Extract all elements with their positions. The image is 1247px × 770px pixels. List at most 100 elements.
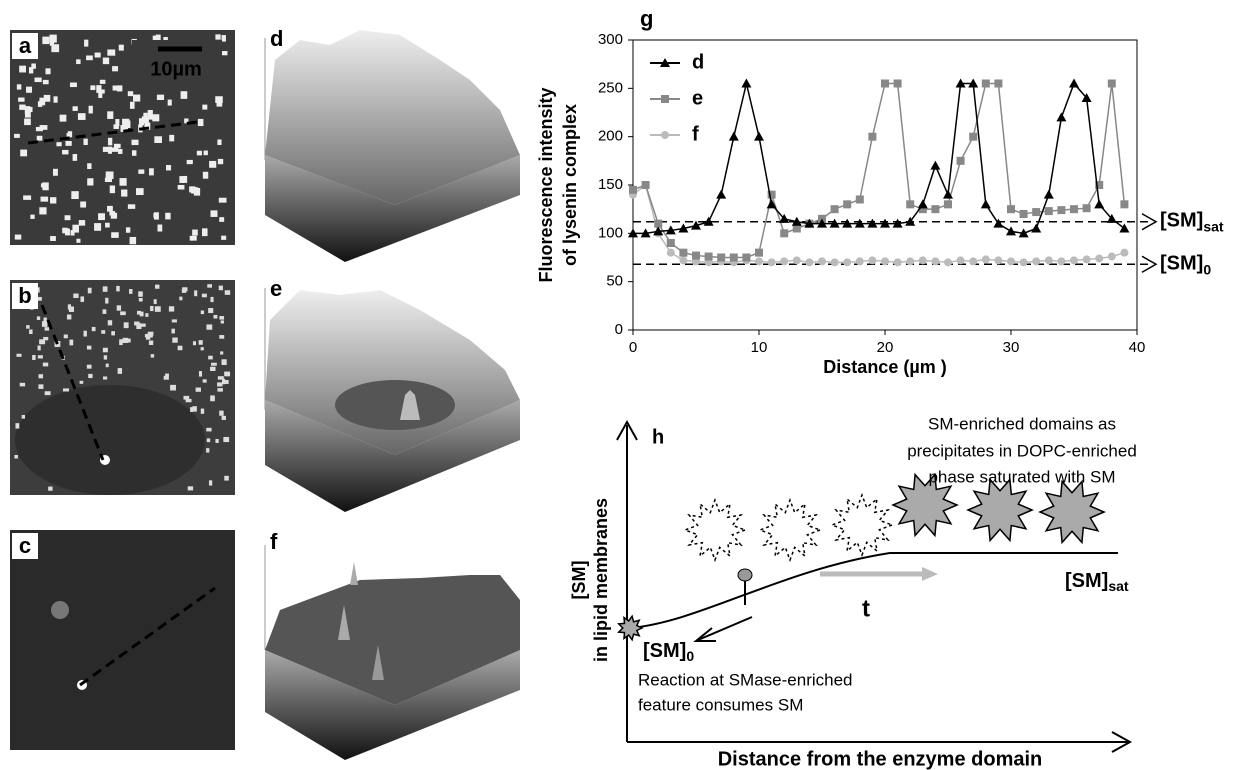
domain (150, 354, 155, 358)
point (918, 205, 927, 214)
point (703, 216, 714, 226)
panel-label: d (270, 26, 283, 51)
point (1044, 256, 1053, 265)
point (729, 253, 738, 262)
domain (219, 335, 225, 339)
domain (217, 376, 224, 380)
domain (39, 207, 47, 215)
domain (196, 150, 202, 156)
domain (177, 345, 183, 351)
domain (105, 222, 110, 228)
domain (36, 316, 41, 320)
domain-sketch (891, 472, 959, 538)
domain (37, 355, 43, 359)
domain (98, 89, 105, 94)
domain (26, 86, 33, 93)
domain (217, 388, 223, 392)
point (628, 228, 638, 238)
domain (19, 65, 27, 73)
point (855, 257, 864, 266)
schematic (616, 419, 1133, 753)
domain (104, 177, 112, 183)
domain (86, 55, 93, 61)
domain (192, 341, 197, 346)
domain (190, 407, 194, 412)
domain (165, 373, 169, 377)
point (640, 228, 651, 238)
x-label: Distance (µm ) (823, 357, 946, 377)
domain (141, 323, 146, 327)
point (1031, 223, 1042, 233)
domain (157, 224, 163, 232)
domain (165, 212, 171, 220)
domain (86, 364, 92, 369)
domain (94, 52, 101, 58)
domain (200, 310, 205, 315)
domain (68, 306, 75, 312)
y-tick-label: 300 (598, 31, 623, 48)
domain (35, 126, 43, 132)
domain (210, 296, 214, 303)
domains-sketch (617, 472, 1106, 642)
domain (14, 454, 18, 459)
point (679, 248, 688, 257)
domain (34, 77, 42, 83)
domain (210, 395, 215, 402)
label-box (12, 283, 38, 309)
domain (217, 158, 224, 165)
domain (125, 227, 131, 233)
label-sub: sat (1203, 218, 1224, 234)
x-tick-label: 20 (877, 339, 894, 356)
domain (76, 59, 81, 65)
point (629, 185, 637, 194)
domain (221, 415, 226, 420)
domain (138, 118, 145, 126)
domain (136, 323, 142, 330)
point (661, 131, 669, 139)
domain (39, 97, 46, 106)
point (641, 181, 650, 189)
y-label-line: [SM] (569, 561, 589, 600)
x-tick-label: 0 (629, 339, 637, 356)
point (1057, 206, 1066, 215)
point (994, 256, 1003, 265)
point (766, 199, 777, 209)
domain (107, 111, 114, 119)
point (1095, 181, 1104, 189)
point (930, 160, 941, 170)
domain (50, 197, 57, 204)
domain (109, 185, 116, 194)
domain (182, 175, 188, 183)
point (829, 218, 840, 228)
point (842, 218, 853, 228)
domain (209, 160, 217, 168)
domain (153, 299, 157, 304)
domain (224, 290, 231, 295)
domain (144, 122, 151, 130)
domain (105, 171, 114, 179)
domain (102, 146, 110, 152)
point (779, 213, 790, 223)
point (1107, 79, 1116, 88)
domain (192, 406, 197, 412)
panel-label: c (19, 533, 31, 558)
point (792, 224, 801, 233)
series-line (633, 82, 1125, 235)
domain (115, 119, 120, 127)
point (666, 239, 675, 247)
domain (152, 35, 157, 41)
domain (116, 305, 122, 311)
surface-d (264, 30, 520, 262)
domain (156, 94, 165, 101)
domain (179, 176, 185, 183)
domain (113, 143, 121, 149)
y-tick-label: 100 (598, 224, 623, 241)
domain (102, 347, 108, 353)
domain (131, 150, 137, 156)
domain-sketch (757, 497, 823, 563)
point (1120, 200, 1129, 209)
domain (18, 97, 25, 102)
point (665, 225, 676, 235)
domain (221, 359, 227, 366)
y-label-line: Fluorescence intensity (536, 87, 556, 282)
